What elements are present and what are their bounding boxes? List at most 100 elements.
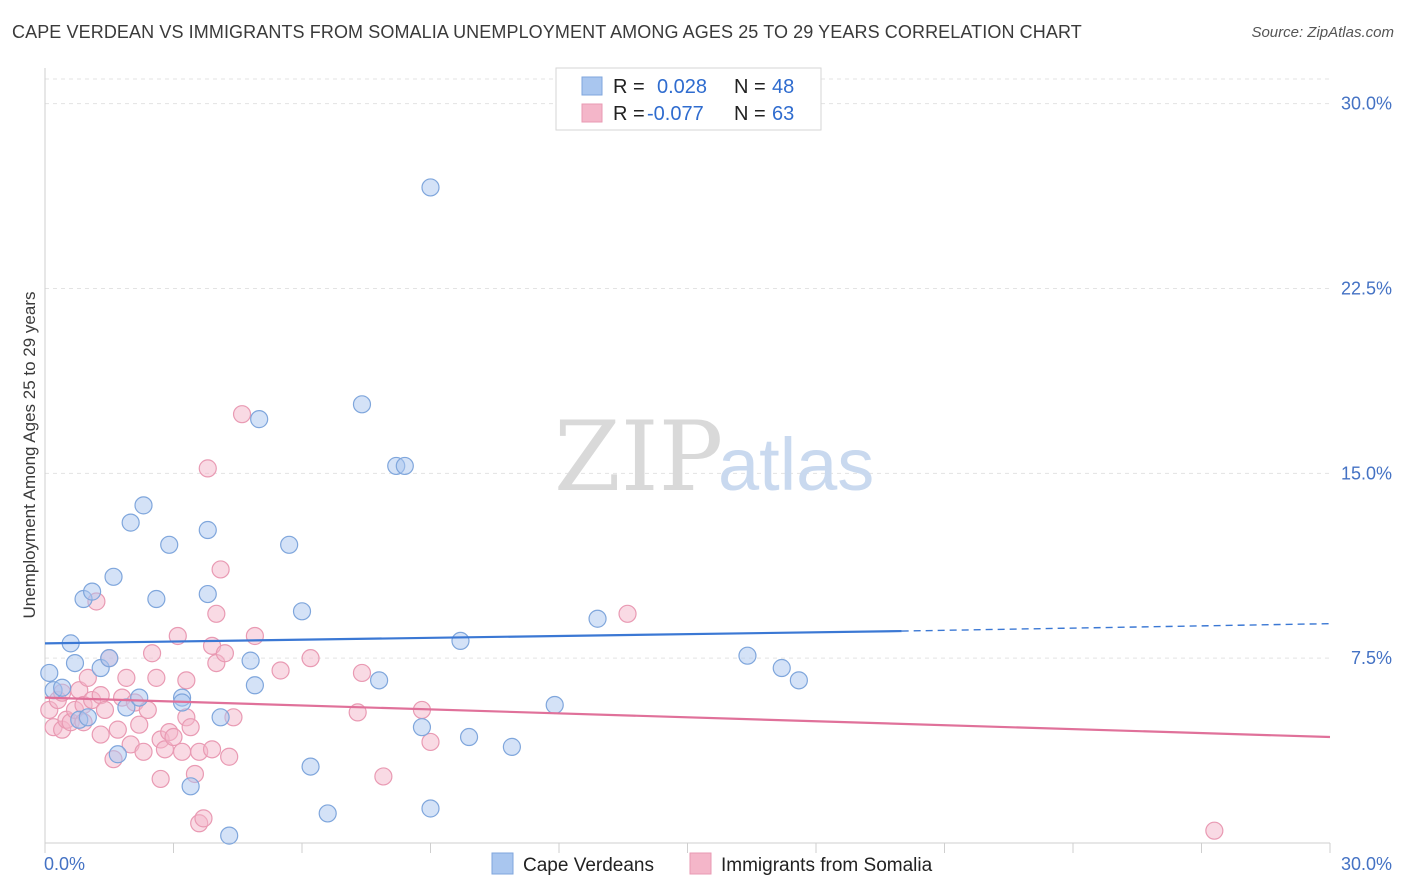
- legend-r-value-blue: 0.028: [657, 76, 707, 98]
- data-point-pink-34: [168, 626, 187, 646]
- bottom-legend-label-somalia: Immigrants from Somalia: [721, 855, 933, 876]
- bottom-legend-swatch-blue: [491, 852, 514, 875]
- data-point-pink-49: [215, 644, 234, 663]
- data-point-blue-2: [53, 678, 72, 697]
- data-point-pink-61: [618, 604, 637, 623]
- data-point-pink-43: [198, 459, 217, 478]
- y-tick-label-0: 7.5%: [1351, 648, 1392, 668]
- data-point-pink-58: [374, 767, 393, 786]
- data-point-pink-35: [172, 742, 192, 761]
- trend-lines: [44, 622, 1331, 739]
- data-point-blue-18: [160, 535, 179, 554]
- data-point-blue-16: [134, 496, 153, 515]
- data-point-blue-30: [292, 602, 312, 621]
- watermark-zip: ZIP: [554, 401, 723, 513]
- data-point-pink-19: [108, 720, 127, 739]
- y-tick-label-3: 30.0%: [1341, 94, 1392, 114]
- data-point-blue-23: [198, 584, 217, 604]
- legend-n-value-blue: 48: [772, 76, 794, 98]
- data-point-pink-30: [151, 769, 170, 789]
- data-point-blue-47: [789, 671, 808, 690]
- data-point-pink-55: [301, 649, 320, 668]
- legend-swatch-blue: [581, 76, 603, 96]
- data-point-blue-22: [198, 520, 217, 540]
- bottom-legend: Cape Verdeans Immigrants from Somalia: [491, 852, 933, 876]
- data-point-pink-54: [271, 661, 290, 680]
- trend-line-blue-dashed: [901, 622, 1331, 632]
- data-point-blue-39: [421, 799, 440, 818]
- data-point-pink-53: [245, 626, 264, 646]
- data-point-blue-24: [211, 708, 230, 727]
- data-point-blue-7: [78, 708, 97, 727]
- data-point-blue-28: [250, 410, 269, 429]
- data-point-blue-21: [181, 777, 200, 796]
- data-point-blue-10: [100, 649, 119, 668]
- data-point-pink-62: [1205, 821, 1224, 840]
- data-point-blue-37: [412, 718, 432, 737]
- data-point-pink-38: [181, 718, 200, 737]
- data-point-blue-34: [370, 671, 389, 690]
- data-point-pink-24: [130, 715, 149, 734]
- data-point-blue-12: [108, 745, 127, 764]
- data-point-pink-46: [207, 604, 226, 623]
- watermark-atlas: atlas: [718, 423, 874, 506]
- y-tick-label-1: 15.0%: [1341, 463, 1392, 483]
- trend-line-pink: [44, 696, 1331, 739]
- x-tick-labels: 0.0% 30.0%: [44, 854, 1392, 874]
- legend-r-label-pink: R =: [613, 103, 645, 125]
- series-cape-verdeans-points: [40, 178, 808, 845]
- data-point-blue-45: [738, 646, 757, 665]
- data-point-blue-46: [772, 658, 791, 678]
- data-point-pink-36: [177, 671, 196, 690]
- y-tick-label-2: 22.5%: [1341, 278, 1392, 298]
- trend-line-blue: [44, 629, 902, 645]
- data-point-blue-29: [280, 535, 299, 554]
- data-point-blue-32: [318, 804, 337, 823]
- data-point-blue-36: [395, 456, 414, 476]
- data-point-blue-44: [588, 609, 607, 628]
- grid-lines: [45, 78, 1330, 659]
- legend-r-label-blue: R =: [613, 76, 645, 98]
- legend-r-value-pink: -0.077: [647, 103, 704, 125]
- data-point-blue-33: [352, 395, 372, 414]
- data-point-blue-40: [451, 631, 470, 651]
- data-point-blue-26: [241, 651, 260, 670]
- bottom-legend-label-cape-verdeans: Cape Verdeans: [523, 855, 654, 876]
- data-point-blue-13: [117, 698, 136, 717]
- source-label: Source: ZipAtlas.com: [1251, 24, 1394, 41]
- data-point-pink-27: [142, 644, 162, 663]
- data-point-pink-25: [134, 742, 153, 761]
- data-point-pink-16: [95, 700, 115, 720]
- data-point-blue-25: [220, 826, 239, 845]
- data-point-blue-41: [459, 727, 479, 747]
- data-point-blue-8: [83, 582, 102, 601]
- x-tick-label-min: 0.0%: [44, 854, 85, 874]
- data-point-blue-38: [421, 178, 440, 197]
- data-point-blue-15: [130, 688, 149, 707]
- chart-title: CAPE VERDEAN VS IMMIGRANTS FROM SOMALIA …: [12, 22, 1082, 42]
- data-point-pink-28: [147, 668, 166, 687]
- bottom-legend-swatch-pink: [689, 852, 712, 875]
- legend-n-label-blue: N =: [734, 76, 766, 98]
- legend-swatch-pink: [581, 103, 603, 123]
- data-point-blue-4: [65, 653, 85, 673]
- data-point-pink-21: [117, 668, 136, 687]
- data-point-pink-11: [78, 668, 97, 687]
- data-point-pink-33: [164, 727, 183, 747]
- data-point-blue-0: [40, 663, 59, 683]
- data-point-blue-27: [245, 676, 264, 695]
- data-point-blue-42: [502, 737, 521, 756]
- data-point-pink-15: [91, 725, 110, 744]
- data-point-pink-57: [352, 663, 372, 683]
- data-point-blue-17: [147, 589, 166, 609]
- data-point-blue-31: [301, 757, 320, 776]
- watermark: ZIP atlas: [554, 401, 874, 513]
- y-tick-labels: 7.5% 15.0% 22.5% 30.0%: [1341, 94, 1392, 669]
- data-point-blue-43: [545, 695, 564, 715]
- data-point-pink-60: [421, 732, 440, 752]
- data-point-blue-11: [104, 567, 123, 586]
- data-point-pink-44: [202, 740, 222, 759]
- legend-n-value-pink: 63: [772, 103, 794, 125]
- y-axis-label: Unemployment Among Ages 25 to 29 years: [20, 292, 39, 619]
